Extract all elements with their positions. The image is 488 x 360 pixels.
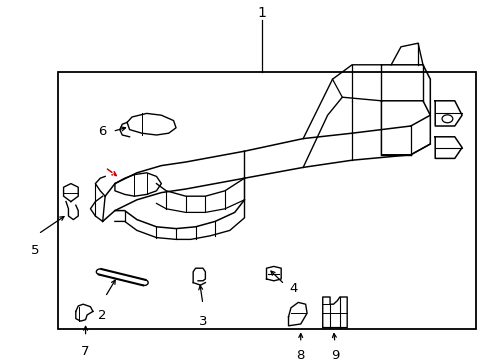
Text: 1: 1: [257, 6, 265, 20]
Text: 8: 8: [296, 349, 305, 360]
Bar: [58, 72, 475, 329]
Text: 2: 2: [98, 309, 107, 321]
Text: 5: 5: [30, 244, 39, 257]
Text: 4: 4: [289, 282, 297, 294]
Text: 7: 7: [81, 345, 90, 358]
Text: 6: 6: [98, 125, 107, 138]
Text: 9: 9: [330, 349, 339, 360]
Text: 3: 3: [198, 315, 207, 328]
